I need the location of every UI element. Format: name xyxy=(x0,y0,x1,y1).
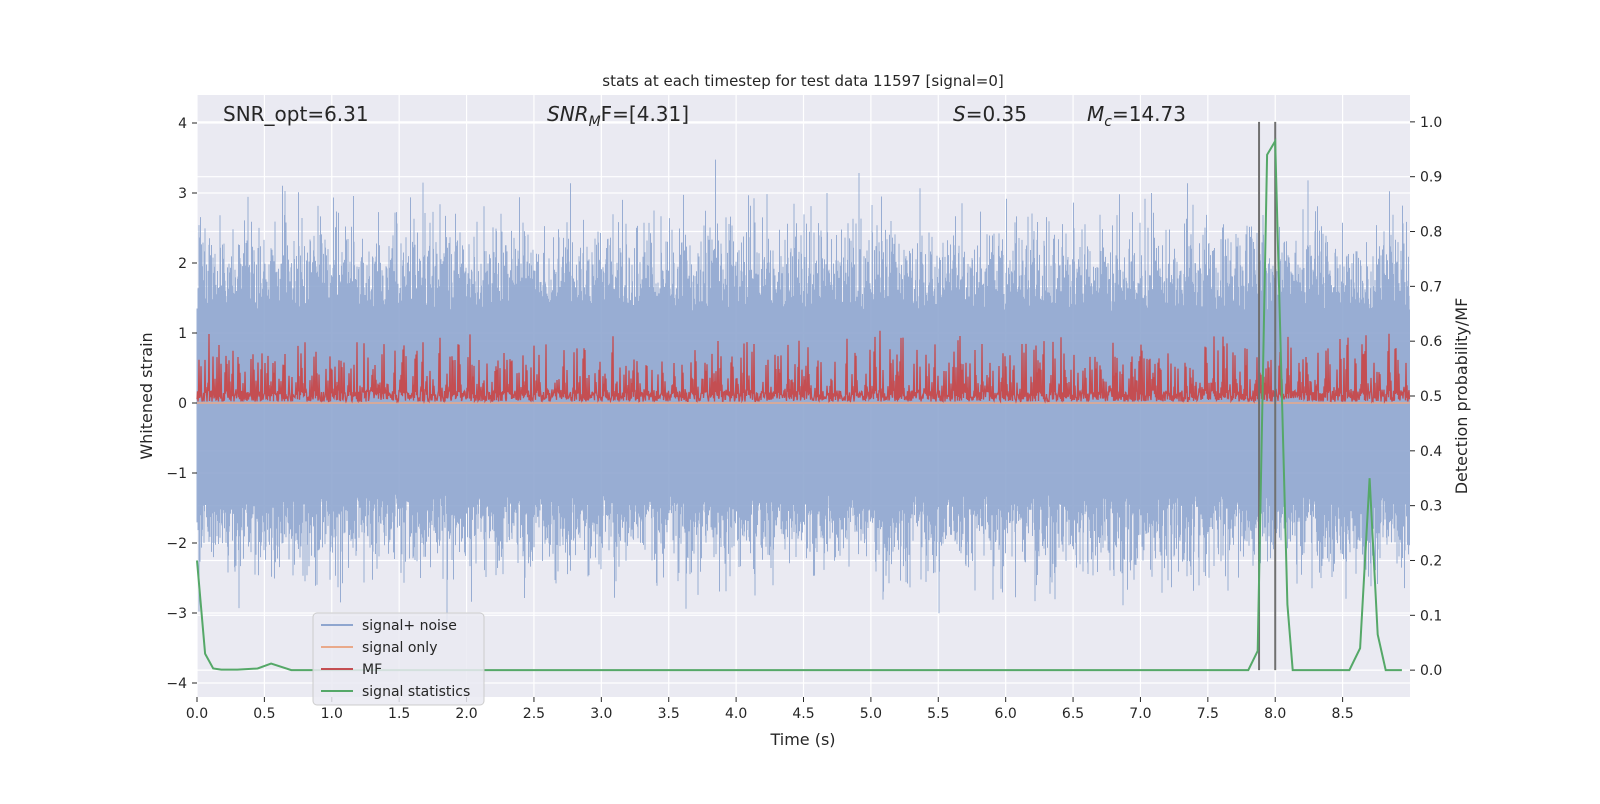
y2-axis-label: Detection probability/MF xyxy=(1452,298,1471,495)
y2-tick-label: 0.0 xyxy=(1420,663,1442,679)
x-axis-label: Time (s) xyxy=(769,730,835,749)
x-tick-label: 7.5 xyxy=(1197,706,1219,722)
y-tick-label: 1 xyxy=(178,326,187,342)
x-tick-label: 1.5 xyxy=(388,706,410,722)
annotation-snr-mf: SNRMF=[4.31] xyxy=(547,102,689,130)
chart-title: stats at each timestep for test data 115… xyxy=(602,72,1003,90)
y-tick-label: 4 xyxy=(178,116,187,132)
legend-box xyxy=(312,612,485,706)
y-tick-label: 3 xyxy=(178,186,187,202)
x-tick-label: 1.0 xyxy=(321,706,343,722)
y2-tick-label: 0.4 xyxy=(1420,444,1442,460)
x-tick-label: 3.0 xyxy=(590,706,612,722)
x-tick-label: 6.5 xyxy=(1062,706,1084,722)
x-tick-label: 2.0 xyxy=(455,706,477,722)
x-tick-label: 0.0 xyxy=(186,706,208,722)
y-tick-label: −4 xyxy=(166,676,187,692)
x-tick-label: 5.5 xyxy=(927,706,949,722)
x-tick-label: 2.5 xyxy=(523,706,545,722)
x-tick-label: 0.5 xyxy=(253,706,275,722)
x-tick-label: 7.0 xyxy=(1129,706,1151,722)
legend-label-signal-only: signal only xyxy=(362,640,437,656)
annotation-mc: Mc=14.73 xyxy=(1087,102,1186,130)
annotation-snr-opt: SNR_opt=6.31 xyxy=(223,102,369,126)
legend-label-signal-statistics: signal statistics xyxy=(362,684,470,700)
y2-tick-label: 1.0 xyxy=(1420,115,1442,131)
y-tick-label: −2 xyxy=(166,536,187,552)
y2-tick-label: 0.6 xyxy=(1420,334,1442,350)
y-tick-label: −3 xyxy=(166,606,187,622)
y-ticks: 4 3 2 1 0 −1 −2 −3 −4 xyxy=(166,116,197,692)
y2-ticks: 1.0 0.9 0.8 0.7 0.6 0.5 0.4 0.3 0.2 0.1 0.0 xyxy=(1410,115,1442,679)
y2-tick-label: 0.8 xyxy=(1420,225,1442,241)
legend: signal+ noise signal only MF signal stat… xyxy=(312,612,485,706)
y-axis-label: Whitened strain xyxy=(137,332,156,459)
y-tick-label: 2 xyxy=(178,256,187,272)
x-tick-label: 8.0 xyxy=(1264,706,1286,722)
y2-tick-label: 0.2 xyxy=(1420,553,1442,569)
x-tick-label: 8.5 xyxy=(1331,706,1353,722)
y2-tick-label: 0.9 xyxy=(1420,170,1442,186)
signal-statistics-series xyxy=(196,137,1402,672)
mf-series xyxy=(196,330,1411,404)
y-tick-label: 0 xyxy=(178,396,187,412)
annotation-s: S=0.35 xyxy=(953,102,1027,126)
y2-tick-label: 0.3 xyxy=(1420,499,1442,515)
x-tick-label: 6.0 xyxy=(995,706,1017,722)
y2-tick-label: 0.7 xyxy=(1420,279,1442,295)
legend-label-signal-noise: signal+ noise xyxy=(362,618,457,634)
y-tick-label: −1 xyxy=(166,466,187,482)
x-tick-label: 3.5 xyxy=(658,706,680,722)
y2-tick-label: 0.5 xyxy=(1420,389,1442,405)
x-ticks: 0.0 0.5 1.0 1.5 2.0 2.5 3.0 3.5 4.0 4.5 5.0 5.5 6.0 6… xyxy=(186,697,1354,722)
x-tick-label: 4.5 xyxy=(792,706,814,722)
legend-label-mf: MF xyxy=(362,662,382,678)
mf-trace xyxy=(196,330,1411,404)
y2-tick-label: 0.1 xyxy=(1420,608,1442,624)
x-tick-label: 4.0 xyxy=(725,706,747,722)
x-tick-label: 5.0 xyxy=(860,706,882,722)
